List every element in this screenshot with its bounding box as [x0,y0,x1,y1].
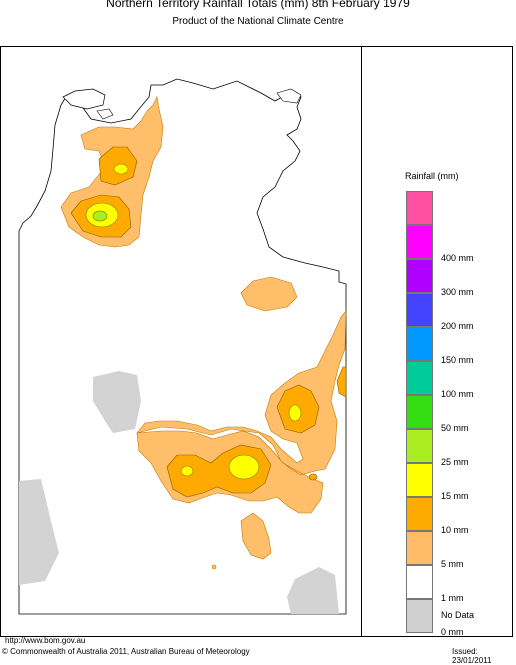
no-data-area [287,567,339,614]
legend-label: 10 mm [441,525,469,535]
rain-area-10mm [180,465,194,477]
legend-swatch [406,191,433,225]
legend-label: 400 mm [441,253,474,263]
rain-area-10mm [113,163,129,175]
legend-label: 100 mm [441,389,474,399]
legend-swatch [406,225,433,259]
footer-copyright: © Commonwealth of Australia 2011, Austra… [2,647,250,656]
legend-swatch [406,259,433,293]
footer-url: http://www.bom.gov.au [5,636,86,645]
island-outline [96,108,114,120]
legend-label: 50 mm [441,423,469,433]
legend-label: 0 mm [441,627,464,637]
territory-outline [18,78,347,615]
rain-area-5mm [336,366,347,398]
legend-label: 25 mm [441,457,469,467]
land-outline [18,78,347,615]
island-outline [276,88,302,104]
legend-swatch [406,463,433,497]
legend-title: Rainfall (mm) [405,171,459,181]
rain-area-15mm [92,210,108,222]
map-title: Northern Territory Rainfall Totals (mm) … [106,0,410,10]
no-data-area [19,479,59,585]
no-data-area [93,371,141,433]
legend-divider [361,46,362,637]
legend-swatch [406,361,433,395]
legend-swatch [406,497,433,531]
rainfall-15mm-areas [92,210,108,222]
legend-label: 200 mm [441,321,474,331]
footer-issued: Issued: 23/01/2011 [452,647,492,665]
rain-spot [211,564,217,570]
legend-label: 15 mm [441,491,469,501]
legend-swatch [406,531,433,565]
rain-area-south [240,512,272,560]
legend-swatch [406,565,433,599]
island-outline [62,88,106,110]
legend-label: 1 mm [441,593,464,603]
legend-label: 150 mm [441,355,474,365]
legend-swatch [406,429,433,463]
legend-label-no-data: No Data [441,610,475,620]
rain-area-east [240,276,298,312]
legend-label: 300 mm [441,287,474,297]
legend-label: 5 mm [441,559,464,569]
map-frame [0,46,513,637]
legend-swatch [406,327,433,361]
rain-area-10mm [288,404,302,422]
rainfall-map [18,78,347,615]
rain-area-5mm [308,473,318,481]
map-subtitle: Product of the National Climate Centre [172,16,344,27]
no-data-areas [19,371,339,614]
legend-swatch [406,293,433,327]
rain-area-10mm [228,454,260,480]
legend-swatch [406,395,433,429]
rainfall-10mm-areas [85,163,302,480]
legend-swatch [406,599,433,633]
